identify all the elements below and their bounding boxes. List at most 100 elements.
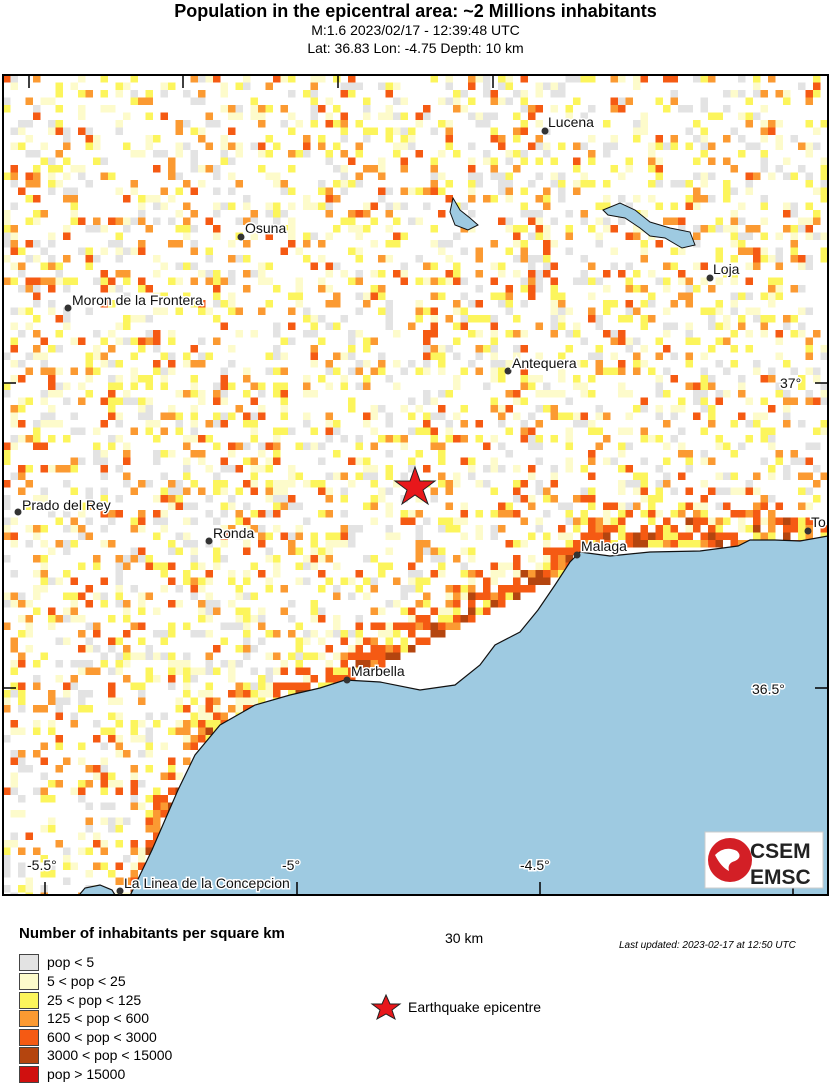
population-cell [693,382,701,390]
population-cell [738,75,746,83]
population-cell [333,225,341,233]
population-cell [580,517,588,525]
population-cell [63,877,71,885]
population-cell [295,622,303,630]
population-cell [490,292,498,300]
legend-label: 5 < pop < 25 [47,973,126,989]
population-cell [603,142,611,150]
population-cell [430,187,438,195]
population-cell [243,690,251,698]
population-cell [520,127,528,135]
population-cell [318,277,326,285]
population-cell [235,465,243,473]
population-cell [460,307,468,315]
population-cell [220,555,228,563]
population-cell [378,607,386,615]
population-cell [10,142,18,150]
population-cell [183,540,191,548]
population-cell [520,247,528,255]
population-cell [438,517,446,525]
population-cell [738,240,746,248]
population-cell [565,360,573,368]
population-cell [175,667,183,675]
population-cell [573,165,581,173]
population-cell [640,480,648,488]
population-cell [190,480,198,488]
population-cell [123,817,131,825]
population-cell [325,157,333,165]
population-cell [498,525,506,533]
population-cell [123,892,131,895]
population-cell [355,180,363,188]
population-cell [490,465,498,473]
population-cell [235,705,243,713]
population-cell [190,150,198,158]
population-cell [295,577,303,585]
population-cell [160,510,168,518]
population-cell [498,502,506,510]
population-cell [363,165,371,173]
population-cell [3,532,11,540]
population-cell [10,600,18,608]
population-cell [108,382,116,390]
population-cell [183,502,191,510]
population-cell [3,255,11,263]
population-cell [453,435,461,443]
population-cell [535,487,543,495]
population-cell [730,240,738,248]
population-cell [475,510,483,518]
population-cell [670,142,678,150]
population-cell [385,502,393,510]
population-cell [138,600,146,608]
population-cell [543,202,551,210]
population-cell [48,607,56,615]
population-cell [288,322,296,330]
population-cell [415,532,423,540]
population-cell [723,135,731,143]
population-cell [640,427,648,435]
population-cell [633,360,641,368]
population-cell [10,645,18,653]
population-cell [198,75,206,83]
population-cell [445,487,453,495]
population-cell [483,607,491,615]
population-cell [408,360,416,368]
population-cell [63,142,71,150]
population-cell [55,315,63,323]
population-cell [318,615,326,623]
population-cell [130,585,138,593]
population-cell [430,157,438,165]
population-cell [25,322,33,330]
population-cell [363,502,371,510]
population-cell [543,382,551,390]
population-cell [430,412,438,420]
population-cell [108,682,116,690]
population-cell [775,382,783,390]
population-cell [273,345,281,353]
population-cell [468,75,476,83]
population-cell [183,142,191,150]
population-cell [100,540,108,548]
population-cell [325,540,333,548]
population-cell [93,765,101,773]
population-cell [280,682,288,690]
population-cell [430,435,438,443]
population-cell [768,525,776,533]
population-cell [48,240,56,248]
population-cell [370,292,378,300]
population-cell [123,277,131,285]
population-cell [63,157,71,165]
population-cell [160,412,168,420]
population-cell [145,667,153,675]
population-cell [453,382,461,390]
population-cell [700,532,708,540]
population-cell [768,120,776,128]
population-cell [543,255,551,263]
population-cell [265,277,273,285]
population-cell [603,540,611,548]
population-cell [528,375,536,383]
population-cell [145,142,153,150]
population-cell [340,127,348,135]
population-cell [303,630,311,638]
population-cell [340,510,348,518]
